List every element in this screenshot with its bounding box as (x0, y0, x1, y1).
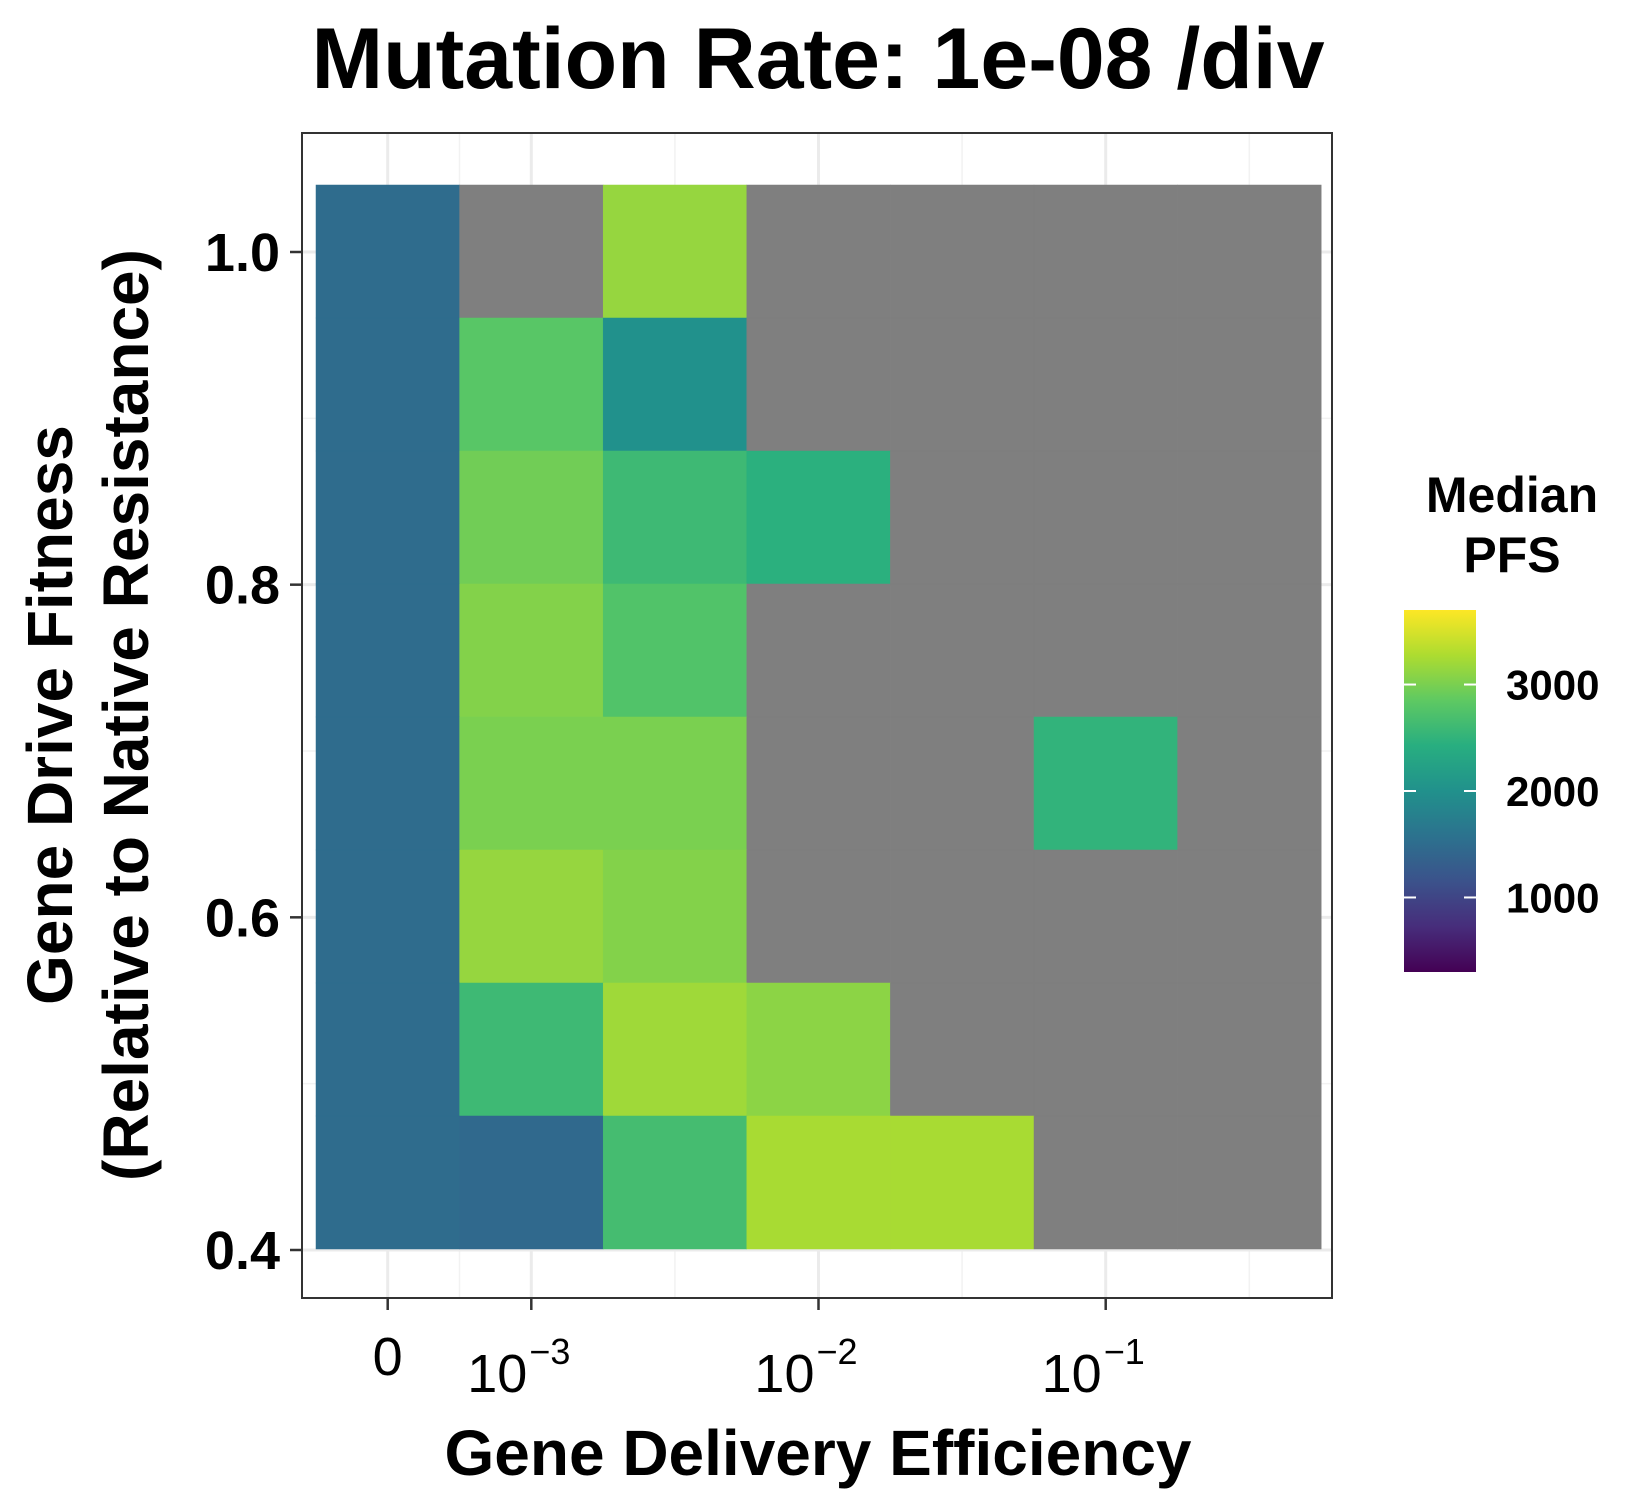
heatmap-cell (315, 982, 460, 1117)
plot-border (301, 132, 1333, 1299)
heatmap-cell (602, 716, 748, 851)
heatmap-cell (746, 716, 891, 851)
heatmap-cell (746, 982, 891, 1117)
legend-tick-label: 1000 (1506, 874, 1599, 921)
heatmap-cell (602, 849, 748, 984)
heatmap-cell (1177, 1115, 1322, 1250)
heatmap-cell (1177, 317, 1322, 452)
x-tick-label-exponent: −1 (1104, 1331, 1145, 1372)
heatmap-cell (890, 716, 1035, 851)
heatmap-cell (890, 450, 1035, 585)
x-tick-label-exponent: −2 (817, 1331, 858, 1372)
heatmap-cell (746, 583, 891, 718)
legend-title-line2: PFS (1463, 527, 1560, 583)
heatmap-cells (315, 184, 1322, 1250)
heatmap-cell (890, 317, 1035, 452)
heatmap-cell (1033, 450, 1178, 585)
heatmap-cell (459, 450, 604, 585)
heatmap-cell (890, 184, 1035, 319)
heatmap-cell (746, 849, 891, 984)
heatmap-cell (890, 982, 1035, 1117)
x-tick-label-exponent: −3 (529, 1331, 570, 1372)
heatmap-cell (1177, 849, 1322, 984)
heatmap-cell (746, 450, 891, 585)
y-tick-label: 0.6 (205, 888, 280, 948)
x-tick-label: 10 (467, 1344, 527, 1404)
legend-tick-label: 3000 (1506, 662, 1599, 709)
x-axis-title: Gene Delivery Efficiency (444, 1417, 1191, 1489)
heatmap-cell (459, 716, 604, 851)
heatmap-cell (315, 317, 460, 452)
y-tick-label: 0.4 (205, 1221, 280, 1281)
heatmap-cell (602, 1115, 748, 1250)
heatmap-cell (890, 583, 1035, 718)
heatmap-cell (459, 317, 604, 452)
y-axis-title: Gene Drive Fitness (Relative to Native R… (14, 249, 162, 1181)
heatmap-cell (315, 849, 460, 984)
heatmap-cell (1033, 982, 1178, 1117)
heatmap-cell (1033, 184, 1178, 319)
heatmap-cell (1033, 583, 1178, 718)
heatmap-cell (459, 849, 604, 984)
heatmap-cell (1177, 450, 1322, 585)
heatmap-cell (602, 583, 748, 718)
x-tick-label: 10 (1042, 1344, 1102, 1404)
heatmap-cell (315, 583, 460, 718)
x-tick-label: 0 (373, 1327, 403, 1387)
heatmap-cell (1033, 716, 1178, 851)
heatmap-cell (315, 184, 460, 319)
heatmap-cell (890, 849, 1035, 984)
legend-ticks: 1000 2000 3000 (1404, 662, 1599, 921)
heatmap-cell (746, 1115, 891, 1250)
heatmap-cell (1033, 1115, 1178, 1250)
heatmap-cell (890, 1115, 1035, 1250)
heatmap-cell (602, 450, 748, 585)
heatmap-cell (1177, 583, 1322, 718)
y-axis-title-line2: (Relative to Native Resistance) (90, 249, 162, 1181)
heatmap-cell (746, 317, 891, 452)
heatmap-cell (459, 1115, 604, 1250)
legend-title-line1: Median (1426, 467, 1598, 523)
heatmap-cell (1033, 849, 1178, 984)
heatmap-cell (602, 184, 748, 319)
heatmap-cell (315, 450, 460, 585)
heatmap-cell (459, 184, 604, 319)
heatmap-cell (459, 583, 604, 718)
legend-tick-label: 2000 (1506, 768, 1599, 815)
y-tick-label: 1.0 (205, 223, 280, 283)
y-axis-title-line1: Gene Drive Fitness (14, 425, 86, 1005)
heatmap-cell (746, 184, 891, 319)
x-tick-label: 10 (754, 1344, 814, 1404)
heatmap-cell (1177, 716, 1322, 851)
heatmap-cell (459, 982, 604, 1117)
heatmap-cell (315, 716, 460, 851)
legend: Median PFS 1000 2000 3000 (1404, 467, 1599, 972)
heatmap-cell (1177, 184, 1322, 319)
heatmap-cell (1177, 982, 1322, 1117)
chart-title: Mutation Rate: 1e-08 /div (311, 11, 1324, 107)
heatmap-cell (1033, 317, 1178, 452)
x-axis-ticks: 0 10 −3 10 −2 10 −1 (373, 1298, 1145, 1404)
y-tick-label: 0.8 (205, 556, 280, 616)
y-axis-ticks: 1.0 0.8 0.6 0.4 (205, 223, 302, 1281)
heatmap-cell (602, 317, 748, 452)
heatmap-cell (602, 982, 748, 1117)
heatmap-cell (315, 1115, 460, 1250)
